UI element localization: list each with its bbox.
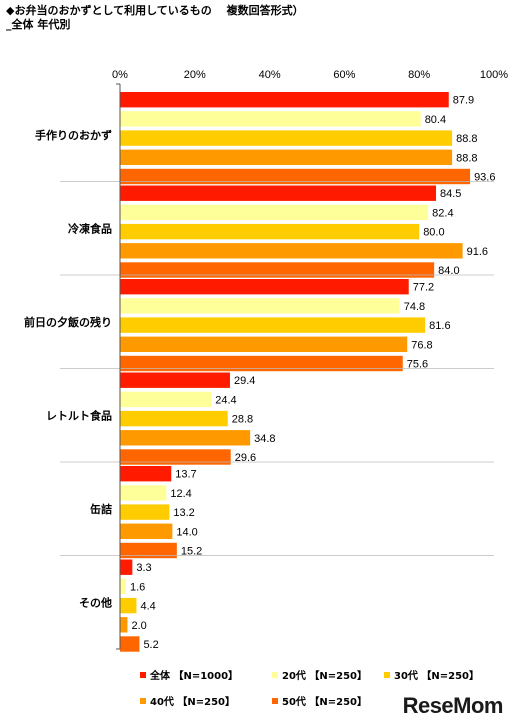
bar <box>120 559 133 575</box>
bar <box>120 92 449 108</box>
data-label: 91.6 <box>467 246 488 258</box>
legend-swatch <box>384 672 390 678</box>
bar <box>120 449 231 465</box>
bar <box>120 298 400 314</box>
bar <box>120 636 140 652</box>
data-label: 4.4 <box>140 601 155 613</box>
legend-swatch <box>140 672 146 678</box>
category-label: レトルト食品 <box>46 408 112 422</box>
bar <box>120 204 429 221</box>
legend-swatch <box>272 672 278 678</box>
legend-label: 20代 【N=250】 <box>282 669 367 682</box>
data-label: 76.8 <box>411 339 432 351</box>
data-label: 5.2 <box>143 639 158 651</box>
bar <box>120 430 251 446</box>
data-label: 88.8 <box>456 133 477 145</box>
bar <box>120 578 126 595</box>
data-label: 81.6 <box>429 320 450 332</box>
bar <box>120 466 172 482</box>
bar <box>120 391 212 408</box>
data-label: 24.4 <box>215 394 236 406</box>
data-label: 12.4 <box>170 488 191 500</box>
category-label: その他 <box>79 595 112 609</box>
bar <box>120 262 435 278</box>
chart-title: ◆お弁当のおかずとして利用しているもの 複数回答形式） _全体 年代別 <box>6 4 304 32</box>
legend-swatch <box>140 698 146 704</box>
x-tick-label: 40% <box>259 69 281 81</box>
chart-title-line1: ◆お弁当のおかずとして利用しているもの 複数回答形式） <box>6 4 304 17</box>
data-label: 13.2 <box>173 507 194 519</box>
legend-swatch <box>272 698 278 704</box>
data-label: 34.8 <box>254 433 275 445</box>
legend-label: 全体 【N=1000】 <box>149 669 238 682</box>
legend-label: 30代 【N=250】 <box>394 669 479 682</box>
data-label: 28.8 <box>232 414 253 426</box>
bar <box>120 372 230 388</box>
bar <box>120 279 409 295</box>
bar <box>120 185 437 201</box>
category-label: 手作りのおかず <box>35 128 112 142</box>
data-label: 80.4 <box>425 114 446 126</box>
data-label: 75.6 <box>407 359 428 371</box>
bar <box>120 243 463 259</box>
bar <box>120 336 408 352</box>
data-label: 87.9 <box>453 95 474 107</box>
data-label: 2.0 <box>131 620 146 632</box>
category-label: 前日の夕飯の残り <box>24 315 112 329</box>
chart-title-line2: _全体 年代別 <box>6 18 71 31</box>
bar <box>120 504 170 520</box>
data-label: 80.0 <box>423 227 444 239</box>
data-label: 77.2 <box>413 282 434 294</box>
x-tick-label: 80% <box>408 69 430 81</box>
data-label: 14.0 <box>176 526 197 538</box>
data-label: 3.3 <box>136 562 151 574</box>
category-label: 缶詰 <box>90 502 112 516</box>
legend-label: 40代 【N=250】 <box>150 695 235 708</box>
data-label: 82.4 <box>432 207 453 219</box>
bar <box>120 149 453 165</box>
data-label: 13.7 <box>175 469 196 481</box>
category-label: 冷凍食品 <box>68 221 112 235</box>
bar <box>120 617 128 633</box>
data-label: 29.6 <box>235 452 256 464</box>
resemom-logo: ReseMom <box>402 693 504 718</box>
x-tick-label: 0% <box>112 69 128 81</box>
data-label: 93.6 <box>474 172 495 184</box>
bar <box>120 355 403 372</box>
bar <box>120 523 173 539</box>
x-tick-label: 20% <box>184 69 206 81</box>
data-label: 74.8 <box>404 301 425 313</box>
legend-label: 50代 【N=250】 <box>282 695 367 708</box>
bar <box>120 410 228 427</box>
data-label: 88.8 <box>456 152 477 164</box>
data-label: 1.6 <box>130 581 145 593</box>
bar <box>120 168 471 185</box>
x-tick-label: 60% <box>333 69 355 81</box>
data-label: 29.4 <box>234 375 255 387</box>
data-label: 84.5 <box>440 188 461 200</box>
bar <box>120 317 426 333</box>
bar <box>120 485 167 501</box>
bar <box>120 223 420 240</box>
bar <box>120 542 177 559</box>
bar <box>120 130 453 146</box>
bar <box>120 597 137 614</box>
data-label: 15.2 <box>181 546 202 558</box>
x-tick-label: 100% <box>480 69 508 81</box>
data-label: 84.0 <box>438 265 459 277</box>
bar <box>120 111 421 127</box>
